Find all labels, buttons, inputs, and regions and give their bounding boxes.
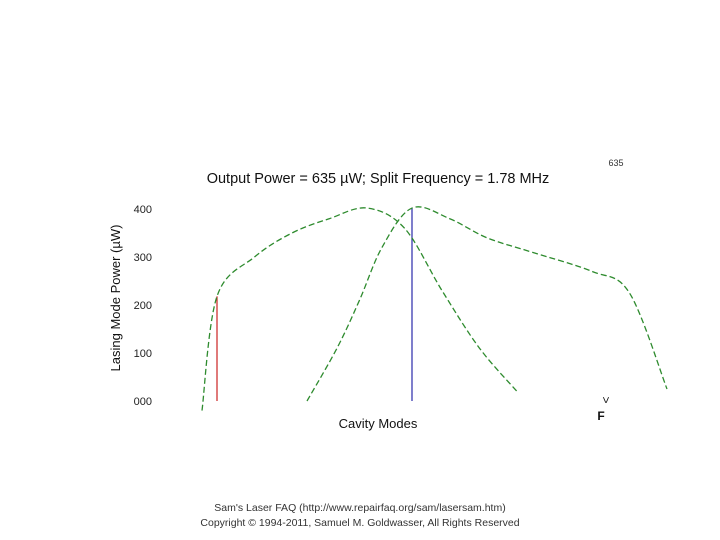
y-tick-labels: 000 100 200 300 400 <box>134 204 152 408</box>
y-tick-1: 100 <box>134 348 152 360</box>
y-axis-label: Lasing Mode Power (µW) <box>108 225 123 372</box>
footer-line-2: Copyright © 1994-2011, Samuel M. Goldwas… <box>200 517 520 529</box>
gain-curve-1 <box>306 206 668 402</box>
mode-lines <box>216 208 413 401</box>
y-tick-2: 200 <box>134 300 152 312</box>
x-marker-arrow: > <box>599 396 613 403</box>
corner-label: 635 <box>608 158 623 168</box>
x-marker-label: F <box>597 409 604 423</box>
footer-line-1: Sam's Laser FAQ (http://www.repairfaq.or… <box>214 502 506 514</box>
gain-curves <box>201 206 668 411</box>
x-axis-label: Cavity Modes <box>339 416 418 431</box>
y-tick-4: 400 <box>134 204 152 216</box>
y-tick-3: 300 <box>134 252 152 264</box>
y-tick-0: 000 <box>134 396 152 408</box>
gain-curve-0 <box>201 207 518 411</box>
chart-title: Output Power = 635 µW; Split Frequency =… <box>207 171 550 187</box>
